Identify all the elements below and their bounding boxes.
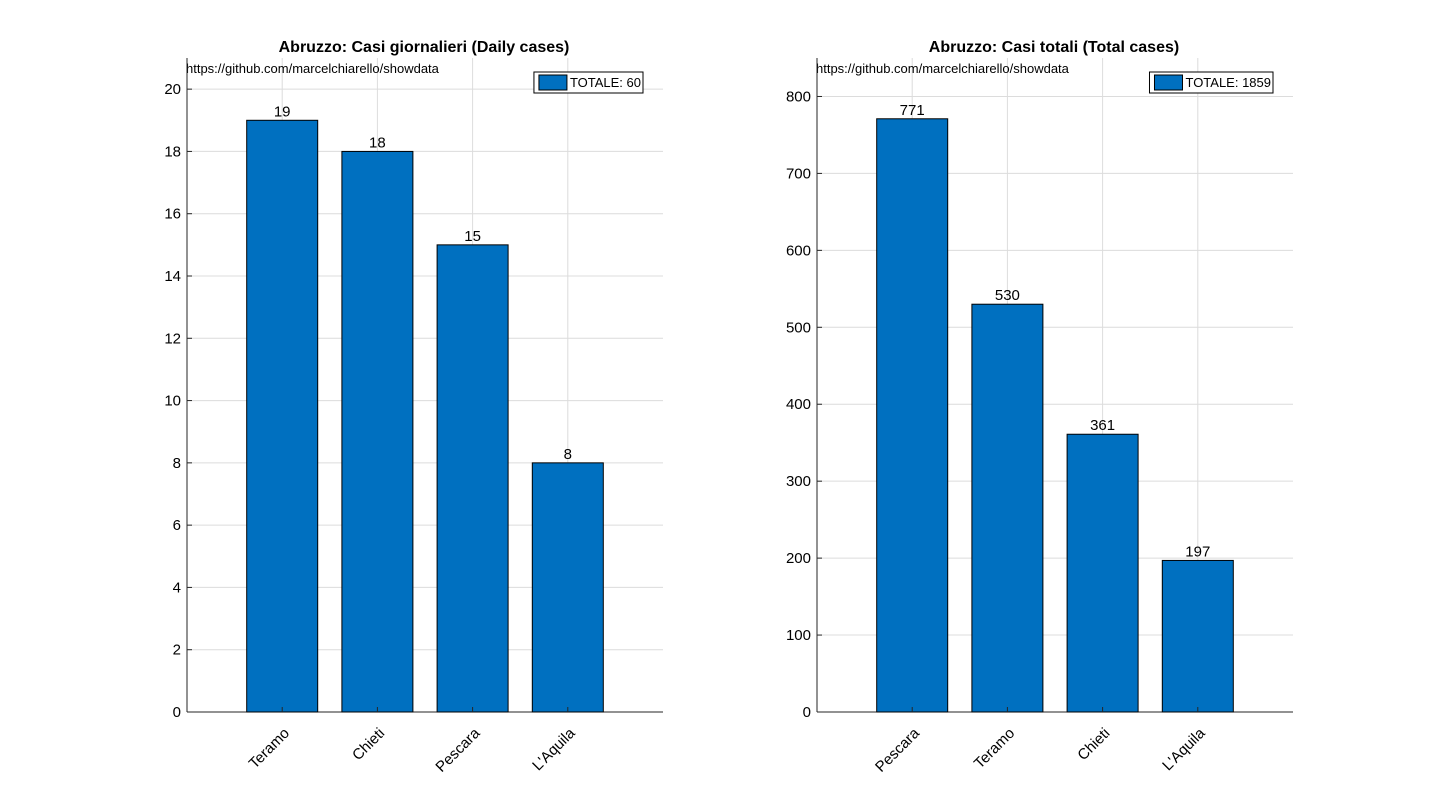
data-label: 19 bbox=[274, 103, 291, 120]
x-tick-label: Teramo bbox=[246, 725, 293, 772]
y-tick-label: 20 bbox=[164, 81, 181, 98]
chart-total-cases: Abruzzo: Casi totali (Total cases) https… bbox=[786, 39, 1293, 776]
bar-teramo bbox=[246, 119, 319, 713]
legend-swatch bbox=[1153, 74, 1183, 91]
data-label: 361 bbox=[1090, 417, 1115, 434]
chart-title: Abruzzo: Casi totali (Total cases) bbox=[929, 39, 1179, 56]
y-tick-label: 14 bbox=[164, 268, 181, 285]
bar-pescara bbox=[436, 244, 509, 713]
y-tick-label: 4 bbox=[173, 579, 181, 596]
bar-laquila bbox=[1161, 559, 1234, 713]
y-tick-label: 8 bbox=[173, 455, 181, 472]
y-tick-label: 12 bbox=[164, 330, 181, 347]
chart-title: Abruzzo: Casi giornalieri (Daily cases) bbox=[279, 39, 570, 56]
bar-chieti bbox=[1066, 433, 1139, 713]
x-tick-label: Pescara bbox=[432, 724, 483, 775]
y-tick-label: 16 bbox=[164, 206, 181, 223]
y-tick-label: 600 bbox=[786, 242, 811, 259]
x-tick-label: L'Aquila bbox=[529, 724, 579, 774]
data-label: 530 bbox=[995, 287, 1020, 304]
legend-swatch bbox=[538, 74, 568, 91]
x-tick-label: L'Aquila bbox=[1159, 724, 1209, 774]
y-tick-label: 6 bbox=[173, 517, 181, 534]
x-tick-label: Chieti bbox=[1074, 725, 1113, 764]
data-label: 771 bbox=[900, 102, 925, 119]
x-tick-label: Pescara bbox=[872, 724, 923, 775]
data-label: 18 bbox=[369, 134, 386, 151]
x-tick-label: Chieti bbox=[349, 725, 388, 764]
y-tick-label: 0 bbox=[803, 704, 811, 721]
legend: TOTALE: 1859 bbox=[1148, 71, 1274, 94]
bar-pescara bbox=[876, 118, 949, 713]
y-tick-label: 18 bbox=[164, 143, 181, 160]
legend-label: TOTALE: 1859 bbox=[1185, 75, 1271, 90]
bar-laquila bbox=[531, 462, 604, 713]
y-tick-label: 700 bbox=[786, 165, 811, 182]
y-tick-label: 500 bbox=[786, 319, 811, 336]
bar-teramo bbox=[971, 303, 1044, 713]
y-tick-label: 300 bbox=[786, 473, 811, 490]
y-tick-label: 2 bbox=[173, 642, 181, 659]
data-label: 197 bbox=[1185, 543, 1210, 560]
y-tick-label: 0 bbox=[173, 704, 181, 721]
y-tick-label: 400 bbox=[786, 396, 811, 413]
source-url: https://github.com/marcelchiarello/showd… bbox=[816, 61, 1070, 76]
chart-daily-cases: Abruzzo: Casi giornalieri (Daily cases) … bbox=[164, 39, 663, 776]
bar-chieti bbox=[341, 150, 414, 713]
x-tick-label: Teramo bbox=[971, 725, 1018, 772]
y-tick-label: 10 bbox=[164, 393, 181, 410]
legend-label: TOTALE: 60 bbox=[570, 75, 641, 90]
y-tick-label: 800 bbox=[786, 88, 811, 105]
data-label: 15 bbox=[464, 228, 481, 245]
y-tick-label: 200 bbox=[786, 550, 811, 567]
source-url: https://github.com/marcelchiarello/showd… bbox=[186, 61, 440, 76]
data-label: 8 bbox=[564, 446, 572, 463]
legend: TOTALE: 60 bbox=[533, 71, 644, 94]
y-tick-label: 100 bbox=[786, 627, 811, 644]
